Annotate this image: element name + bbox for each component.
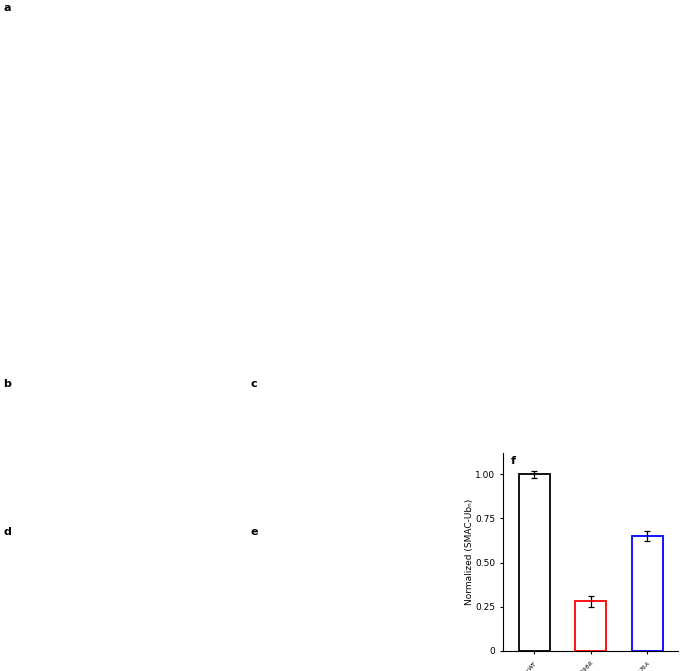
- Y-axis label: Normalized (SMAC-Ubₙ): Normalized (SMAC-Ubₙ): [464, 499, 473, 605]
- Text: d: d: [3, 527, 11, 537]
- Bar: [519, 474, 550, 651]
- Text: e: e: [250, 527, 258, 537]
- Text: a: a: [3, 3, 11, 13]
- Text: c: c: [250, 379, 257, 389]
- Bar: [575, 601, 606, 651]
- Bar: [632, 536, 662, 651]
- Text: f: f: [511, 456, 516, 466]
- Text: b: b: [3, 379, 11, 389]
